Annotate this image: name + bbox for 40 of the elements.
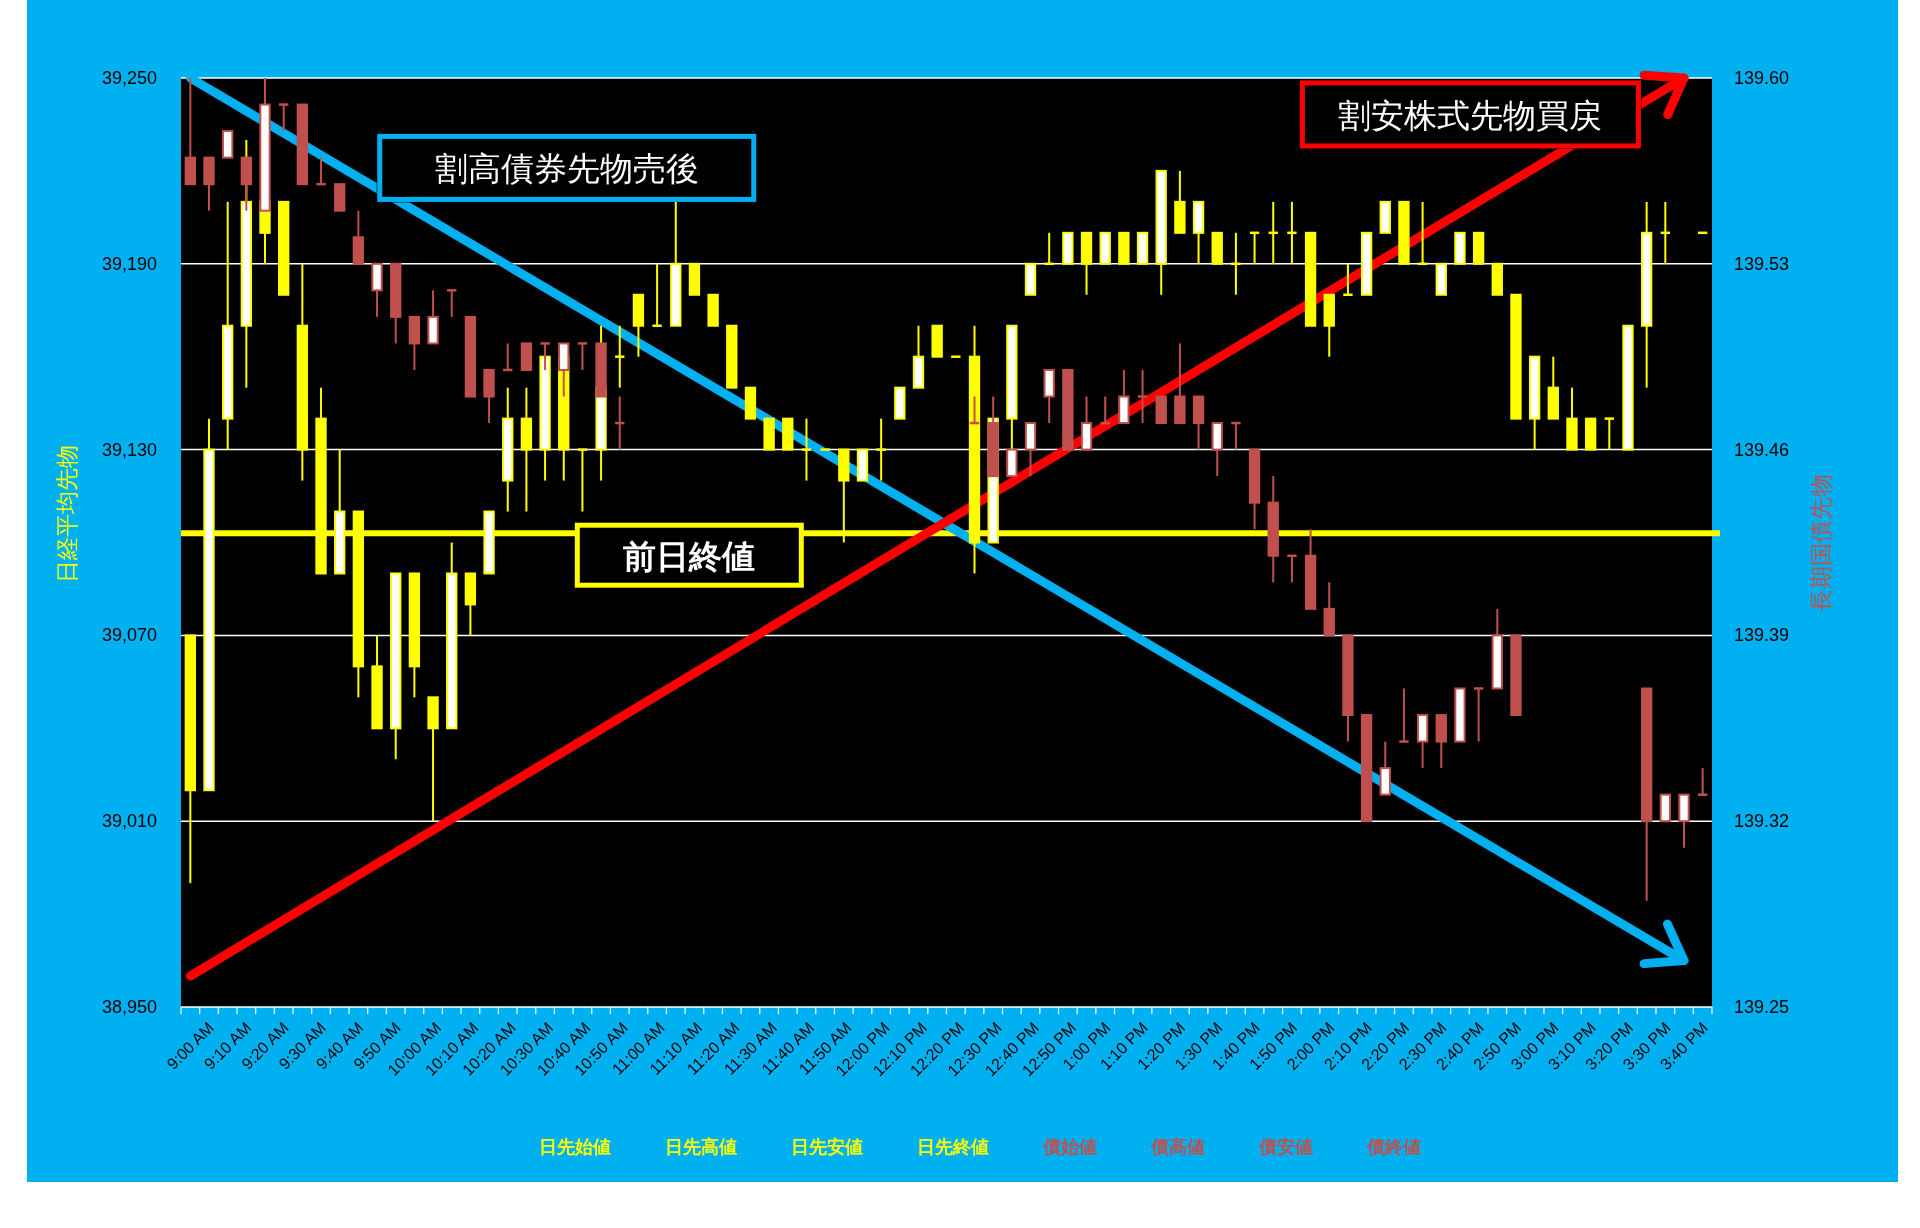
- series-label: 割高債券先物売後: [434, 150, 699, 188]
- y2-tick-label: 139.32: [1734, 811, 1790, 832]
- candlestick: [1472, 687, 1485, 743]
- y2-tick-label: 139.46: [1734, 439, 1790, 460]
- candlestick: [1603, 417, 1616, 451]
- y2-tick-label: 139.25: [1734, 997, 1790, 1017]
- y-tick-label: 39,130: [101, 439, 157, 460]
- candlestick: [651, 262, 664, 327]
- candlestick: [1398, 687, 1410, 743]
- y-tick-label: 39,190: [101, 253, 157, 274]
- y-tick-label: 39,250: [101, 68, 157, 88]
- text: 債始値: [1042, 1137, 1097, 1157]
- reference-label-box: 前日終値: [574, 522, 804, 588]
- candlestick: [1136, 368, 1149, 425]
- candlestick: [445, 289, 458, 318]
- candlestick: [576, 342, 589, 371]
- candlestick: [875, 417, 888, 482]
- y2-tick-label: 139.60: [1734, 68, 1790, 88]
- candlestick: [576, 448, 589, 513]
- text: 日先高値: [665, 1137, 737, 1157]
- y2-tick-label: 139.53: [1734, 253, 1790, 274]
- y-tick-label: 39,070: [101, 625, 157, 646]
- y-axis-title: 日経平均先物: [54, 445, 80, 583]
- y-tick-label: 39,010: [101, 811, 157, 832]
- candlestick: [539, 342, 551, 371]
- text: 日先始値: [539, 1137, 611, 1157]
- text: 債高値: [1150, 1137, 1205, 1157]
- legend-label: 割安株式先物買戻: [1338, 96, 1603, 134]
- candlestick: [1696, 767, 1709, 796]
- candlestick: [277, 103, 290, 133]
- candlestick: [800, 417, 813, 482]
- text: 債安値: [1258, 1137, 1313, 1157]
- y2-axis-title: 長期国債先物: [1808, 474, 1834, 612]
- y-tick-label: 38,950: [101, 997, 157, 1017]
- candlestick: [613, 324, 626, 389]
- ref-line-label: 前日終値: [623, 537, 756, 575]
- y2-tick-label: 139.39: [1734, 625, 1790, 646]
- text: 日先安値: [791, 1137, 863, 1157]
- text: 日先終値: [917, 1137, 989, 1157]
- text: 債終値: [1366, 1137, 1421, 1157]
